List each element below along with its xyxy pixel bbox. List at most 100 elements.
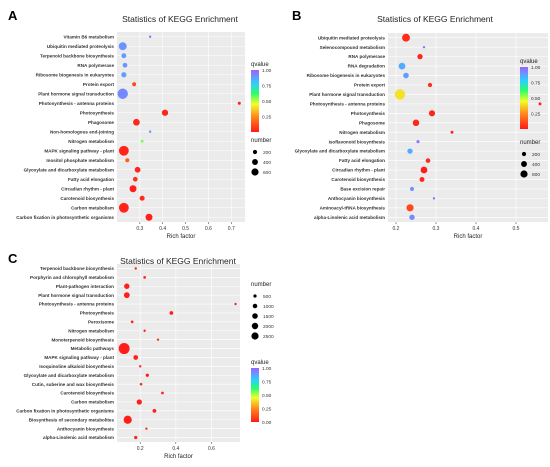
data-point [134,267,137,270]
qvalue-tick-label: 0.25 [531,112,541,118]
category-label: MAPK signaling pathway - plant [44,148,114,153]
data-point [133,118,140,126]
x-tick-label: 0.6 [205,226,212,232]
data-point [139,382,143,386]
data-point [420,166,428,174]
category-label: Phagosome [88,120,114,125]
data-point [416,140,420,144]
category-label: Ubiquitin mediated proteolysis [47,44,115,49]
category-label: Nitrogen metabolism [68,139,114,144]
data-point [417,53,423,60]
qvalue-tick-label: 0.50 [262,393,272,399]
data-point [125,158,130,163]
number-legend-label: 1500 [263,314,274,320]
category-label: Carotenoid biosynthesis [60,196,114,201]
data-point [123,415,132,424]
category-label: Photosynthesis - antenna proteins [39,101,115,106]
number-legend-dot [253,294,257,298]
category-label: Carbon fixation in photosynthetic organi… [16,215,114,220]
data-point [143,276,146,279]
x-tick-label: 0.2 [393,226,400,232]
number-legend: number 200 400 600 [251,138,271,176]
panel-letter: A [8,8,18,23]
data-point [152,408,157,413]
x-tick-label: 0.6 [208,446,215,452]
number-legend-label: 2500 [263,334,274,340]
category-label: Peroxisome [88,319,114,324]
category-label: Carotenoid biosynthesis [331,177,385,182]
data-point [138,365,142,368]
category-label: Plant hormone signal transduction [38,293,114,298]
category-label: Nitrogen metabolism [68,328,114,333]
qvalue-colorbar [251,70,259,132]
category-label: MAPK signaling pathway - plant [44,355,114,360]
number-legend-title: number [520,140,540,146]
number-legend-title: number [251,138,271,144]
category-label: Glyoxylate and dicarboxylate metabolism [24,167,114,172]
category-label: Glyoxylate and dicarboxylate metabolism [24,373,114,378]
data-point [145,373,149,377]
category-label: Fatty acid elongation [339,158,385,163]
category-label: Protein export [83,82,115,87]
data-point [237,101,241,105]
category-label: Anthocyanin biosynthesis [57,426,115,431]
category-label: alpha-Linolenic acid metabolism [43,435,114,440]
data-point [398,62,406,70]
data-point [139,195,145,201]
category-label: Circadian rhythm - plant [61,186,114,191]
x-tick-label: 0.2 [137,446,144,452]
qvalue-legend-title: qvalue [520,59,538,65]
number-legend-label: 600 [263,170,271,176]
qvalue-tick-label: 1.00 [531,65,541,71]
x-tick-label: 0.3 [136,226,143,232]
data-point [169,311,174,315]
category-label: Carbon metabolism [71,400,114,405]
data-point [145,213,153,221]
data-point [134,435,138,440]
category-label: Nitrogen metabolism [339,130,385,135]
category-label: Photosynthesis - antenna proteins [310,101,386,106]
data-point [406,204,414,212]
category-label: Protein export [354,83,386,88]
data-point [129,185,137,193]
number-legend-label: 1000 [263,304,274,310]
number-legend-dot [521,151,527,157]
x-tick-label: 0.7 [228,226,235,232]
data-point [136,399,142,405]
panel-a: A Statistics of KEGG Enrichment Vitamin B6… [8,8,272,240]
category-label: Aminoacyl-tRNA biosynthesis [320,205,386,210]
number-legend-dot [521,161,527,167]
category-label: Carotenoid biosynthesis [60,391,114,396]
number-legend-label: 500 [263,294,271,300]
number-legend-dot [252,303,258,309]
category-label: Vitamin B6 metabolism [64,34,114,39]
number-legend-label: 200 [532,152,540,158]
category-label: Plant-pathogen interaction [56,284,114,289]
number-legend-label: 400 [532,162,540,168]
qvalue-tick-label: 1.00 [262,68,272,74]
data-point [118,42,127,51]
data-point [123,292,130,299]
number-legend-dot [251,322,259,330]
category-label: Plant hormone signal transduction [38,91,114,96]
data-point [148,35,152,38]
data-point [409,214,415,220]
panel-letter: B [292,8,301,23]
plot-background [117,264,240,442]
category-label: Terpenoid backbone biosynthesis [40,266,114,271]
number-legend: number 500 1000 1500 2000 2500 [251,282,274,340]
category-label: Monoterpenoid biosynthesis [51,337,114,342]
data-point [118,343,130,355]
data-point [427,82,433,88]
number-legend-dot [520,170,528,178]
category-label: Photosynthesis - antenna proteins [39,302,115,307]
qvalue-tick-label: 0.75 [531,81,541,87]
qvalue-tick-label: 0.75 [262,84,272,90]
data-point [121,72,127,78]
category-label: Terpenoid backbone biosynthesis [40,53,114,58]
qvalue-tick-label: 0.50 [531,96,541,102]
x-axis-label: Rich factor [454,234,483,240]
data-point [412,119,420,127]
